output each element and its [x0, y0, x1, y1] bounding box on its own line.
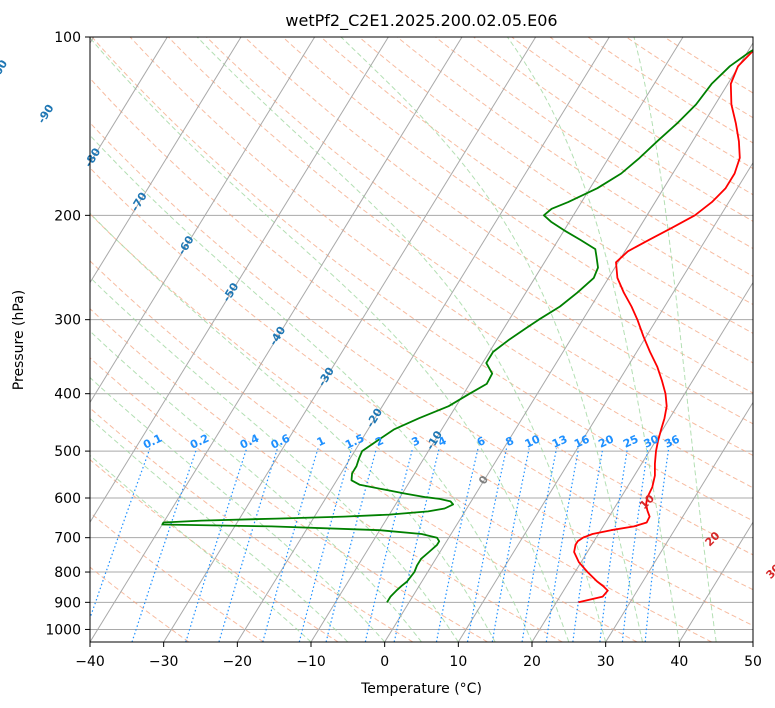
y-tick-label: 1000	[45, 622, 81, 638]
plot-frame	[89, 36, 754, 643]
chart-title: wetPf2_C2E1.2025.200.02.05.E06	[285, 11, 557, 31]
moist-adiabat	[90, 330, 422, 642]
y-tick-label: 300	[54, 313, 81, 329]
mixing-ratio-line	[491, 448, 530, 642]
isotherm	[90, 37, 242, 284]
moist-adiabat	[90, 376, 386, 642]
x-tick-label: 0	[380, 654, 389, 670]
isotherm	[90, 37, 316, 404]
mixing-ratio-line	[393, 448, 440, 642]
dry-adiabat	[90, 213, 712, 642]
mixing-ratio-line	[131, 448, 198, 642]
moist-adiabat	[506, 37, 680, 642]
isotherm	[90, 37, 463, 642]
moist-adiabat	[90, 37, 570, 642]
mixing-ratio-label: 20	[596, 432, 616, 450]
y-tick-label: 400	[54, 387, 81, 403]
y-axis-label: Pressure (hPa)	[11, 290, 27, 390]
mixing-ratio-line	[298, 448, 353, 642]
mixing-ratio-lines	[90, 448, 670, 642]
dry-adiabat	[358, 37, 753, 306]
mixing-ratio-line	[185, 448, 248, 642]
x-tick-label: 20	[523, 654, 541, 670]
isotherm	[90, 37, 389, 524]
isotherm	[236, 37, 610, 642]
dry-adiabat	[90, 458, 339, 642]
x-tick-label: 10	[449, 654, 467, 670]
x-tick-label: −20	[223, 654, 253, 670]
dry-adiabat	[206, 37, 753, 425]
y-tick-label: 800	[54, 565, 81, 581]
moist-adiabat	[90, 417, 349, 642]
moist-adiabats	[90, 37, 717, 642]
mixing-ratio-line	[521, 448, 558, 642]
mixing-ratio-label: 13	[550, 433, 569, 451]
moist-adiabat	[340, 37, 643, 642]
isotherm	[310, 37, 684, 642]
mixing-ratio-label: 30	[642, 432, 662, 450]
plot-area	[90, 37, 753, 642]
moist-adiabat-label: 30	[764, 561, 775, 581]
isotherms	[90, 37, 753, 642]
dry-adiabat	[90, 357, 488, 642]
x-tick-label: −10	[296, 654, 326, 670]
mixing-ratio-line	[466, 448, 508, 642]
dry-adiabat	[167, 37, 753, 456]
moist-adiabat	[633, 37, 717, 642]
mixing-ratio-line	[435, 448, 479, 642]
x-tick-label: −30	[149, 654, 179, 670]
dry-adiabat	[90, 511, 264, 642]
temperature-line	[573, 49, 753, 604]
isotherm	[531, 281, 753, 642]
dry-adiabat	[91, 37, 753, 522]
y-tick-label: 500	[54, 444, 81, 460]
isotherm	[678, 521, 753, 642]
x-axis-ticks: −40 −30 −20 −10 0 10 20 30 40 50	[75, 642, 762, 670]
x-tick-label: 40	[670, 654, 688, 670]
moist-adiabat	[90, 134, 533, 642]
isotherm	[90, 37, 168, 164]
mixing-ratio-line	[262, 448, 319, 642]
dewpoint-line	[161, 49, 753, 603]
dry-adiabat	[90, 122, 753, 591]
mixing-ratio-label: 16	[572, 432, 592, 450]
mixing-ratio-line	[545, 448, 580, 642]
y-axis-ticks: 100 200 300 400 500 600 700 800 900 1000	[45, 30, 90, 638]
x-tick-label: 50	[744, 654, 762, 670]
moist-adiabat	[90, 212, 496, 642]
moist-adiabat	[90, 276, 459, 642]
y-tick-label: 600	[54, 491, 81, 507]
dry-adiabat	[320, 37, 753, 334]
mixing-ratio-line	[364, 448, 414, 642]
y-tick-label: 200	[54, 208, 81, 224]
y-tick-label: 700	[54, 531, 81, 547]
x-tick-label: 30	[597, 654, 615, 670]
moist-adiabat	[196, 37, 607, 642]
y-tick-label: 900	[54, 595, 81, 611]
isotherm	[163, 37, 537, 642]
isotherm	[605, 401, 753, 642]
isotherm	[384, 42, 753, 642]
x-axis-label: Temperature (°C)	[360, 681, 482, 697]
mixing-ratio-line	[325, 448, 377, 642]
x-tick-label: −40	[75, 654, 105, 670]
mixing-ratio-label: 36	[662, 432, 682, 450]
y-tick-label: 100	[54, 30, 81, 46]
moist-adiabat	[90, 454, 312, 642]
mixing-ratio-label: 10	[523, 432, 543, 450]
mixing-ratio-line	[218, 448, 278, 642]
mixing-ratio-label: 25	[621, 433, 640, 451]
dry-adiabat	[90, 167, 753, 627]
profile-lines	[161, 49, 753, 604]
